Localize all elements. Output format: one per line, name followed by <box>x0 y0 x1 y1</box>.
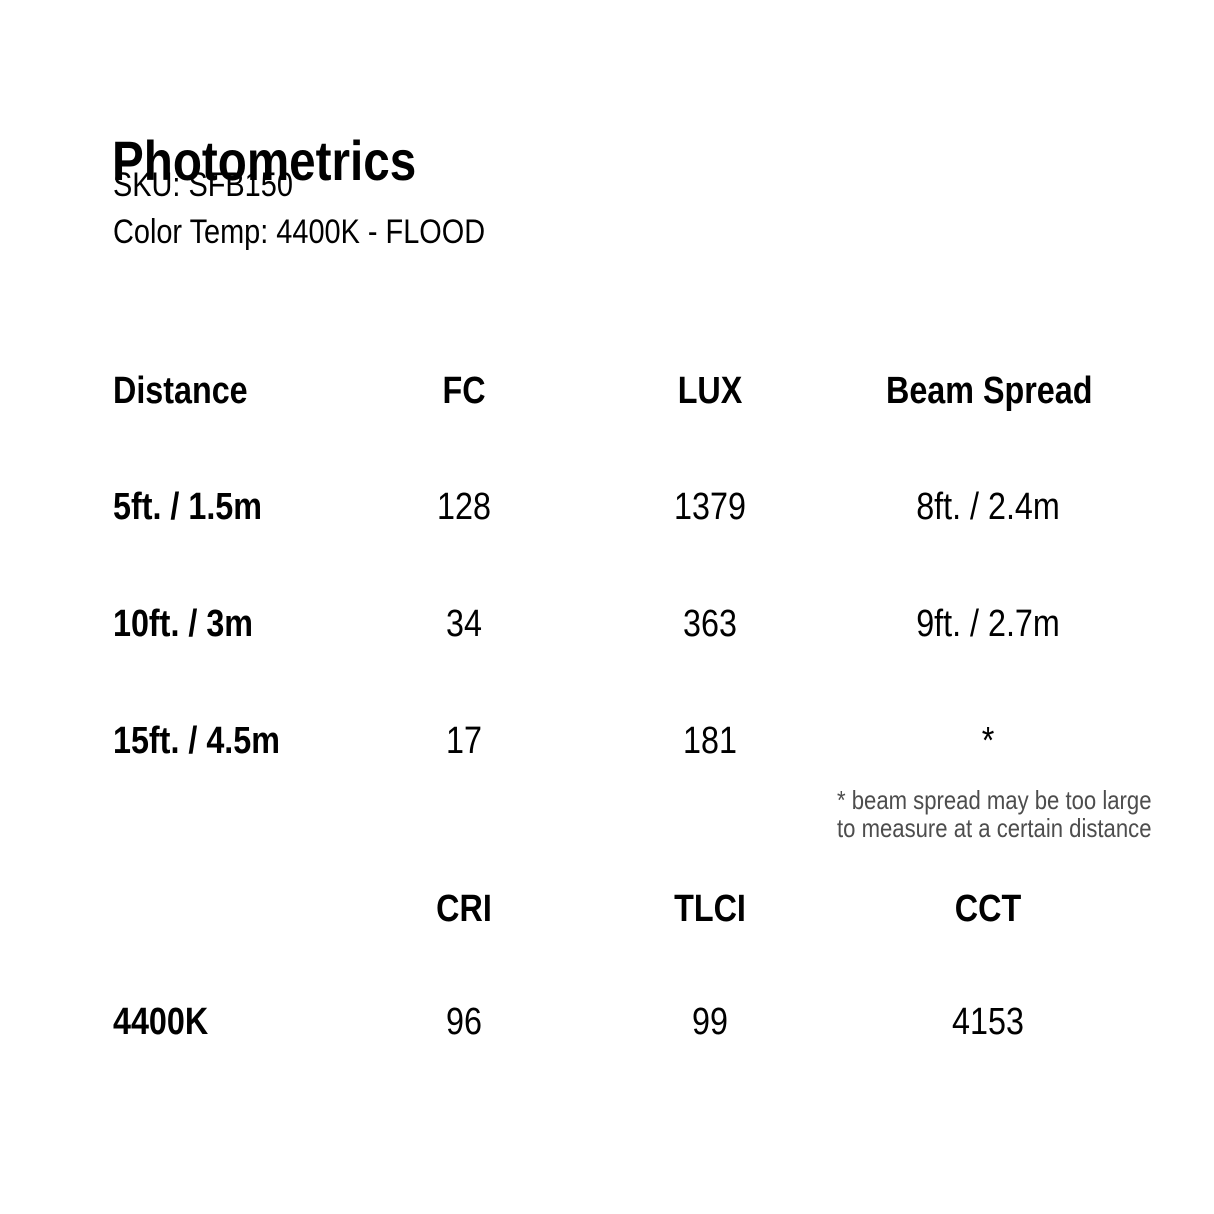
table-row: 5ft. / 1.5m 128 1379 8ft. / 2.4m <box>0 488 1214 532</box>
column-header-cri: CRI <box>436 888 492 930</box>
color-temp-line: Color Temp: 4400K - FLOOD <box>113 213 486 251</box>
column-header-tlci: TLCI <box>674 888 746 930</box>
footnote-line: * beam spread may be too large <box>837 785 1152 815</box>
table-row: 4400K 96 99 4153 <box>0 1003 1214 1047</box>
column-header-cct: CCT <box>954 888 1022 930</box>
cell-distance: 15ft. / 4.5m <box>113 720 280 762</box>
cell-lux: 181 <box>683 720 737 762</box>
footnote-line: to measure at a certain distance <box>837 813 1152 843</box>
cell-fc: 34 <box>446 603 482 645</box>
cell-beam-spread-asterisk: * <box>981 720 995 762</box>
column-header-beam-spread: Beam Spread <box>886 370 1093 412</box>
column-header-distance: Distance <box>113 370 248 412</box>
table-row: 15ft. / 4.5m 17 181 * <box>0 722 1214 766</box>
photometrics-header-row: Distance FC LUX Beam Spread <box>0 372 1214 416</box>
cell-beam-spread: 8ft. / 2.4m <box>916 486 1060 528</box>
cell-cct: 4153 <box>952 1001 1024 1043</box>
page-title: Photometrics <box>112 128 417 192</box>
cell-tlci: 99 <box>692 1001 728 1043</box>
table-row: 10ft. / 3m 34 363 9ft. / 2.7m <box>0 605 1214 649</box>
cell-fc: 17 <box>446 720 482 762</box>
cell-lux: 1379 <box>674 486 746 528</box>
cell-lux: 363 <box>683 603 737 645</box>
cell-distance: 10ft. / 3m <box>113 603 254 645</box>
sku-line: SKU: SFB150 <box>113 166 293 204</box>
column-header-lux: LUX <box>677 370 743 412</box>
color-quality-header-row: CRI TLCI CCT <box>0 890 1214 934</box>
cell-fc: 128 <box>437 486 491 528</box>
cell-cri: 96 <box>446 1001 482 1043</box>
cell-beam-spread: 9ft. / 2.7m <box>916 603 1060 645</box>
cell-color-temp: 4400K <box>113 1001 209 1043</box>
cell-distance: 5ft. / 1.5m <box>113 486 263 528</box>
column-header-fc: FC <box>442 370 486 412</box>
beam-spread-footnote: * beam spread may be too large to measur… <box>837 786 1152 842</box>
